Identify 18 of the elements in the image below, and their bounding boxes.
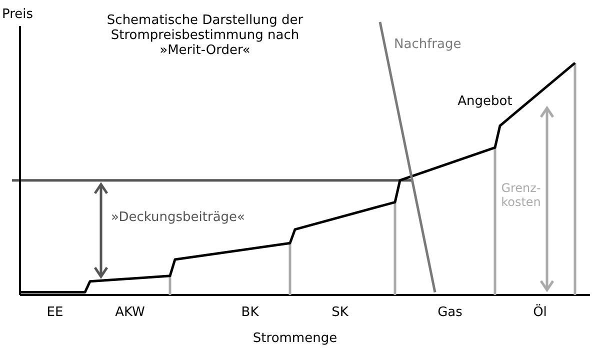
annotation: Grenz- kosten: [501, 181, 541, 209]
y-axis-title: Preis: [2, 7, 34, 22]
x-tick-label: SK: [332, 305, 349, 320]
annotation: »Deckungsbeiträge«: [111, 210, 245, 225]
x-tick-label: AKW: [115, 305, 146, 320]
bar: [288, 243, 292, 295]
bar: [168, 276, 172, 295]
series-label: Nachfrage: [394, 37, 462, 52]
series-label: Angebot: [458, 94, 512, 109]
bar: [494, 148, 496, 295]
x-tick-label: EE: [46, 305, 64, 320]
bar: [394, 202, 396, 295]
x-tick-label: BK: [241, 305, 260, 320]
x-tick-label: Gas: [438, 305, 463, 320]
bar: [574, 62, 576, 295]
text: Schematische Darstellung der Strompreisbestimmung nach »Merit-Order«: [106, 13, 304, 58]
x-axis-title: Strommenge: [252, 331, 338, 346]
x-tick-label: Öl: [533, 304, 547, 320]
